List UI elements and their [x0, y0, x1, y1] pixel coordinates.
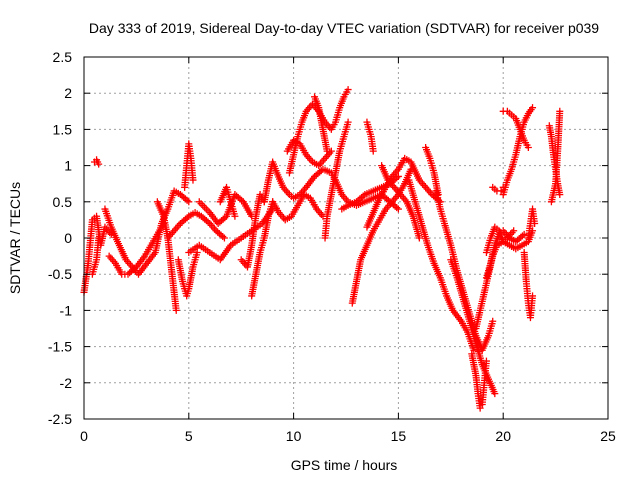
series-arc-7 [164, 209, 228, 242]
y-tick-label: -2 [60, 375, 73, 391]
data-point [95, 160, 103, 168]
data-point [556, 107, 564, 115]
y-tick-label: 0.5 [53, 194, 73, 210]
data-point [491, 390, 499, 398]
series-arc-6 [153, 198, 180, 314]
data-point [415, 234, 423, 242]
series-arc-2 [88, 234, 103, 278]
data-point [510, 227, 518, 235]
data-point [231, 212, 239, 220]
series-arc-9 [181, 140, 197, 191]
series-arc-29 [447, 256, 499, 398]
data-point [393, 174, 401, 182]
y-tick-label: -2.5 [48, 411, 72, 427]
data-point [394, 205, 402, 213]
data-point [323, 147, 331, 155]
data-point [219, 233, 227, 241]
series-arc-40 [547, 107, 564, 206]
series-arc-38 [524, 205, 539, 242]
y-tick-labels: -2.5 -2 -1.5 -1 -0.5 0 0.5 1 1.5 2 2.5 [48, 49, 72, 427]
series-arc-30 [468, 350, 490, 412]
data-point [359, 192, 367, 200]
series-arc-20 [321, 118, 352, 242]
data-point [189, 176, 197, 184]
x-tick-label: 5 [185, 428, 193, 444]
x-tick-label: 15 [391, 428, 407, 444]
data-point [529, 292, 537, 300]
data-point [185, 198, 193, 206]
series-arc-19 [311, 93, 331, 155]
series-arc-14 [248, 198, 277, 300]
data-point [476, 404, 484, 412]
data-point [393, 204, 401, 212]
data-point [183, 196, 191, 204]
data-point [556, 191, 564, 199]
x-tick-label: 20 [495, 428, 511, 444]
y-tick-label: 0 [64, 230, 72, 246]
chart-title: Day 333 of 2019, Sidereal Day-to-day VTE… [89, 20, 599, 36]
y-tick-label: 2 [64, 85, 72, 101]
y-tick-label: -0.5 [48, 266, 72, 282]
data-point [520, 230, 528, 238]
series-arc-37 [520, 248, 537, 322]
data-point [221, 214, 229, 222]
x-axis-label: GPS time / hours [291, 457, 398, 473]
data-point [369, 147, 377, 155]
data-point [238, 196, 246, 204]
data-point [518, 232, 526, 240]
data-point [524, 144, 532, 151]
series-arc-8 [174, 248, 201, 300]
y-tick-label: 1.5 [53, 121, 73, 137]
y-axis-label: SDTVAR / TECUs [7, 182, 23, 294]
x-tick-label: 25 [600, 428, 616, 444]
y-tick-label: 1 [64, 158, 72, 174]
series-arc-24 [363, 118, 377, 155]
series-arc-26 [405, 176, 478, 354]
series-arc-25 [378, 162, 423, 242]
data-point [531, 220, 539, 228]
data-point [95, 234, 103, 242]
data-point [394, 172, 402, 180]
data-point [344, 118, 352, 126]
data-points [80, 86, 564, 412]
series-arc-16 [269, 191, 327, 224]
axis-ticks [83, 56, 609, 420]
y-tick-label: 2.5 [53, 49, 73, 65]
data-point [172, 306, 180, 314]
series-arc-12 [216, 183, 239, 220]
data-point [489, 317, 497, 325]
series-arc-22 [348, 165, 415, 307]
x-tick-labels: 0 5 10 15 20 25 [80, 428, 616, 444]
series-arc-36 [499, 107, 532, 151]
data-point [220, 234, 228, 242]
x-tick-label: 0 [80, 428, 88, 444]
x-tick-label: 10 [286, 428, 302, 444]
series-arc-33 [482, 223, 518, 256]
series-arc-18 [283, 136, 335, 170]
data-point [204, 218, 212, 226]
series-arc-3 [90, 156, 103, 168]
y-tick-label: -1.5 [48, 339, 72, 355]
y-tick-label: -1 [60, 302, 73, 318]
data-point [344, 86, 352, 94]
data-point [529, 104, 537, 112]
data-point [183, 214, 191, 222]
data-point [482, 357, 490, 365]
data-point [131, 264, 139, 272]
